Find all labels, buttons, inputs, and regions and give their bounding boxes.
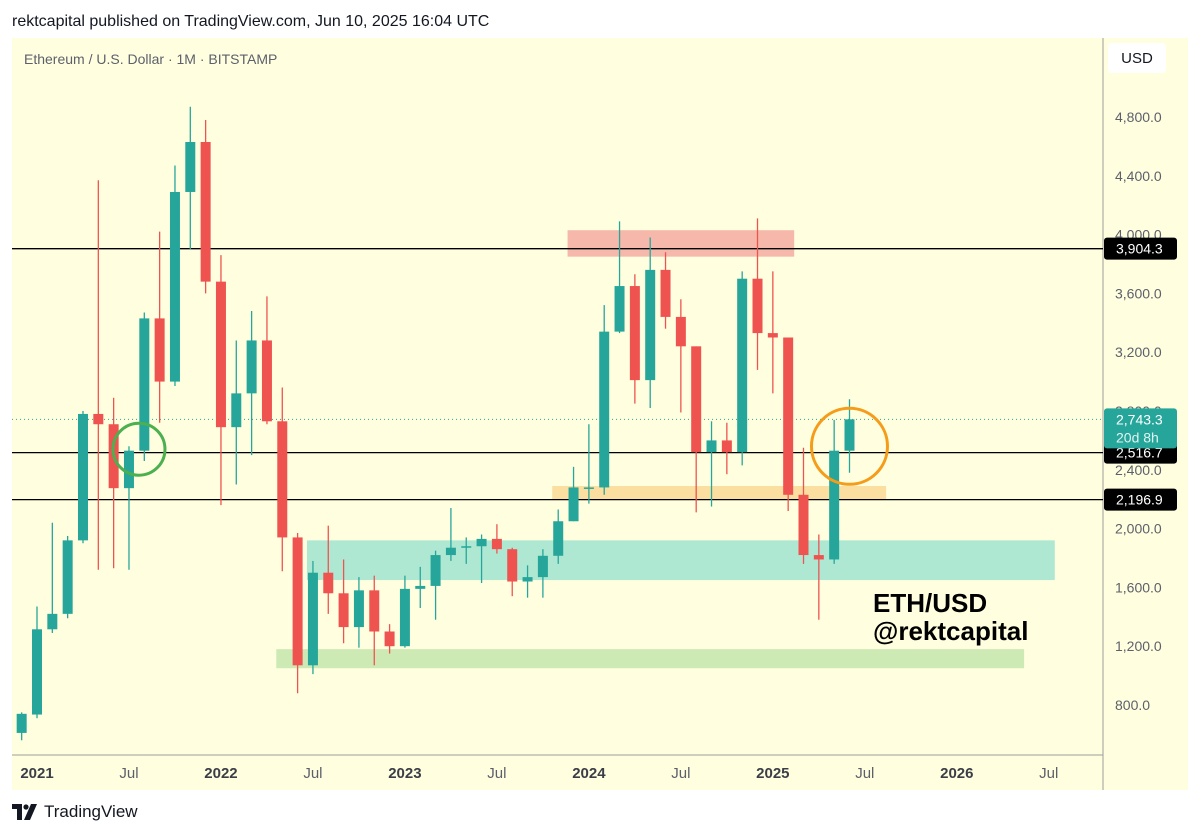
candle-body: [675, 316, 686, 347]
last-price-tag-label: 2,743.3: [1116, 411, 1163, 427]
candle-body: [767, 333, 778, 338]
candle-body: [537, 555, 548, 578]
candle-body: [123, 450, 134, 489]
candle-body: [798, 494, 809, 556]
time-tick-label: 2025: [756, 765, 789, 782]
time-tick-label: Jul: [855, 765, 874, 782]
candle-body: [829, 450, 840, 560]
candle-body: [844, 419, 855, 451]
time-tick-label: 2022: [204, 765, 237, 782]
candle-body: [215, 281, 226, 428]
price-tick-label: 800.0: [1115, 697, 1150, 713]
symbol-title[interactable]: Ethereum / U.S. Dollar · 1M · BITSTAMP: [24, 51, 278, 67]
time-tick-label: Jul: [1039, 765, 1058, 782]
candle-body: [430, 555, 441, 586]
currency-button[interactable]: USD: [1108, 43, 1166, 73]
candle-body: [491, 538, 502, 550]
candle-body: [16, 713, 27, 733]
candle-body: [553, 521, 564, 556]
level-price-tag: [1104, 237, 1177, 260]
candle-body: [706, 440, 717, 453]
candle-body: [154, 318, 165, 382]
tradingview-brand[interactable]: TradingView: [44, 802, 138, 821]
footer: TradingView: [12, 802, 138, 822]
candle-body: [77, 413, 88, 541]
time-tick-label: 2023: [388, 765, 421, 782]
candle-body: [721, 440, 732, 453]
tradingview-logo-icon: [12, 804, 37, 820]
time-tick-label: 2024: [572, 765, 606, 782]
time-tick-label: Jul: [303, 765, 322, 782]
resistance-zone: [567, 230, 795, 257]
candle-body: [415, 585, 426, 589]
price-tick-label: 2,000.0: [1115, 521, 1162, 537]
publish-header: rektcapital published on TradingView.com…: [12, 13, 490, 30]
candle-body: [277, 421, 288, 538]
level-price-tag-label: 3,904.3: [1116, 241, 1163, 257]
candle-body: [369, 590, 380, 632]
candle-body: [323, 572, 334, 594]
candle-body: [522, 577, 533, 582]
candle-body: [507, 549, 518, 582]
candle-body: [292, 537, 303, 666]
price-tick-label: 3,600.0: [1115, 285, 1162, 301]
candle-body: [660, 269, 671, 317]
candle-body: [783, 337, 794, 495]
level-price-tag-label: 2,516.7: [1116, 445, 1163, 461]
price-tick-label: 4,400.0: [1115, 168, 1162, 184]
candle-body: [47, 613, 58, 630]
price-tick-label: 3,200.0: [1115, 344, 1162, 360]
level-price-tag-label: 2,196.9: [1116, 492, 1163, 508]
annotation-author: @rektcapital: [873, 616, 1028, 646]
candle-body: [185, 141, 196, 192]
price-tick-label: 1,200.0: [1115, 638, 1162, 654]
last-price-tag: [1104, 408, 1177, 449]
candle-body: [599, 331, 610, 488]
candle-body: [583, 487, 594, 489]
orange-circle: [809, 406, 889, 486]
candle-body: [93, 413, 104, 425]
green-circle: [111, 421, 167, 477]
candle-body: [476, 538, 487, 547]
candle-body: [645, 269, 656, 381]
candle-body: [461, 546, 472, 548]
price-tick-label: 1,600.0: [1115, 579, 1162, 595]
time-tick-label: Jul: [671, 765, 690, 782]
time-tick-label: 2026: [940, 765, 973, 782]
price-tick-label: 2,400.0: [1115, 462, 1162, 478]
candle-body: [445, 547, 456, 556]
candle-body: [246, 340, 257, 394]
level-price-tag: [1104, 488, 1177, 511]
candle-body: [691, 346, 702, 453]
bar-countdown-label: 20d 8h: [1116, 429, 1159, 445]
price-tick-label: 4,800.0: [1115, 109, 1162, 125]
candle-body: [629, 286, 640, 381]
support-zone-green: [276, 649, 1025, 669]
candle-body: [307, 572, 318, 666]
time-tick-label: Jul: [119, 765, 138, 782]
candle-body: [139, 318, 150, 451]
candle-body: [752, 278, 763, 334]
candle-body: [62, 540, 73, 614]
candle-body: [32, 629, 42, 715]
annotation-pair: ETH/USD: [873, 588, 987, 618]
candle-body: [813, 555, 824, 560]
candle-body: [231, 393, 242, 428]
candle-body: [261, 340, 272, 422]
candle-body: [169, 191, 180, 382]
time-tick-label: Jul: [487, 765, 506, 782]
candle-body: [200, 141, 211, 282]
candle-body: [568, 487, 579, 522]
candle-body: [338, 593, 349, 628]
time-tick-label: 2021: [20, 765, 53, 782]
candle-body: [399, 588, 410, 647]
candle-body: [614, 286, 625, 332]
support-zone-teal: [306, 540, 1055, 581]
candle-body: [353, 590, 364, 628]
candle-body: [737, 278, 748, 453]
candle-body: [384, 631, 395, 647]
